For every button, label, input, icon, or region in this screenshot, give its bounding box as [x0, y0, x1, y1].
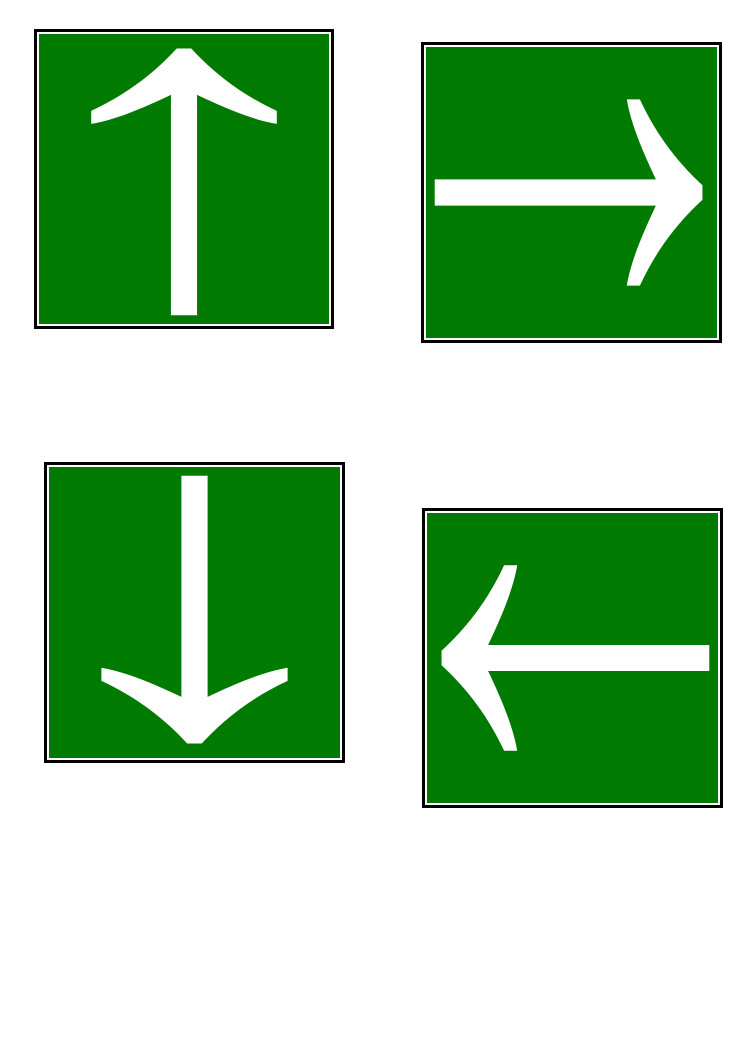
sign-panel — [49, 467, 340, 758]
direction-sign-up — [34, 29, 334, 329]
direction-sign-left — [422, 508, 723, 808]
sign-panel — [426, 47, 717, 338]
direction-sign-right — [421, 42, 722, 343]
arrow-down-icon — [49, 467, 340, 758]
sign-panel — [39, 34, 329, 324]
arrow-left-icon — [427, 513, 718, 803]
sign-panel — [427, 513, 718, 803]
direction-sign-down — [44, 462, 345, 763]
arrow-right-icon — [426, 47, 717, 338]
arrow-up-icon — [39, 34, 329, 324]
